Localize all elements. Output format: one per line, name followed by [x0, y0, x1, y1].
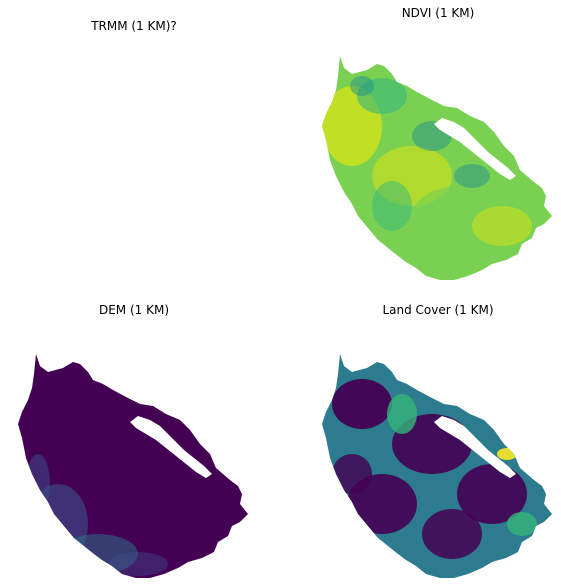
landcover-map-patch	[497, 448, 517, 460]
ndvi-title: NDVI (1 KM)	[401, 6, 475, 20]
dem-map-patch	[108, 552, 168, 576]
ndvi-map-river	[434, 118, 516, 180]
landcover-title: Land Cover (1 KM)	[382, 303, 494, 317]
dem-map-river	[130, 416, 212, 478]
trmm-title: TRMM (1 KM)?	[91, 19, 177, 33]
landcover-map	[322, 354, 552, 578]
dem-title: DEM (1 KM)	[98, 303, 170, 317]
landcover-map-patch	[332, 454, 372, 494]
ndvi-map	[322, 56, 552, 280]
ndvi-map-patch	[350, 76, 374, 96]
landcover-map-river	[434, 416, 516, 478]
dem-map-patch	[26, 454, 50, 514]
ndvi-map-patch	[472, 206, 532, 246]
ndvi-map-patch	[454, 164, 490, 188]
dem-map-patch	[28, 484, 88, 564]
landcover-map-patch	[422, 509, 482, 559]
landcover-map-patch	[332, 379, 392, 429]
ndvi-map-patch	[372, 181, 412, 231]
landcover-map-patch	[387, 394, 417, 434]
landcover-map-patch	[507, 512, 537, 536]
landcover-map-patch	[457, 464, 527, 524]
dem-map	[18, 354, 248, 578]
